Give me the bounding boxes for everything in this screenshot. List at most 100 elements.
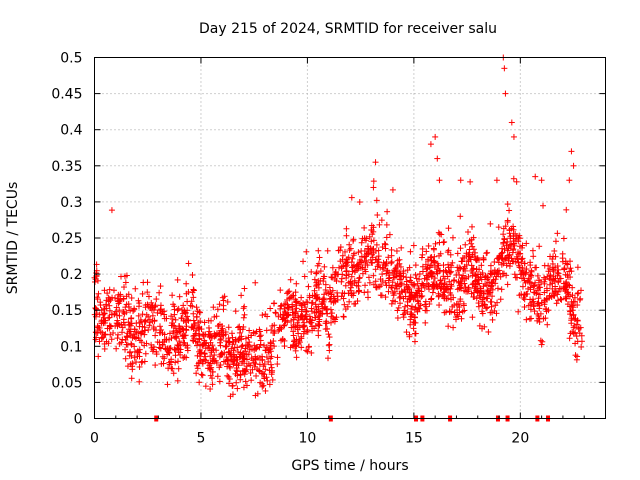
data-point [145,293,152,300]
data-point [156,344,163,351]
data-point [183,326,190,333]
data-point [485,279,492,286]
data-point [476,292,483,299]
data-point [414,287,421,294]
data-point [112,322,119,329]
data-point [504,252,511,259]
data-point [516,264,523,271]
data-point [150,324,157,331]
data-point [576,296,583,303]
data-point [97,302,104,309]
data-point [284,312,291,319]
data-point [419,292,426,299]
data-point [553,300,560,307]
data-point [224,372,231,379]
data-point [263,354,270,361]
data-point [311,287,318,294]
data-point [476,322,483,329]
data-point [410,242,417,249]
data-point [251,363,258,370]
data-point [506,226,513,233]
data-point [348,273,355,280]
data-point [414,308,421,315]
data-point [511,271,518,278]
data-point [303,307,310,314]
data-point [139,290,146,297]
data-point [423,266,430,273]
data-point [113,312,120,319]
data-point [308,268,315,275]
data-point [141,318,148,325]
data-point [446,309,453,316]
data-point [225,339,232,346]
data-point [279,336,286,343]
data-point [130,308,137,315]
data-point [171,311,178,318]
data-point [246,327,253,334]
data-point [474,289,481,296]
data-point [311,309,318,316]
data-point [201,351,208,358]
data-point [169,292,176,299]
data-point [509,258,516,265]
data-point [207,386,214,393]
data-point [504,281,511,288]
y-tick-label: 0 [74,412,83,428]
data-point [234,356,241,363]
data-point [461,307,468,314]
data-point [260,382,267,389]
data-point [510,133,517,140]
data-point [340,295,347,302]
data-point [205,331,212,338]
data-point [453,316,460,323]
data-point [521,260,528,267]
data-point [351,269,358,276]
data-point [519,283,526,290]
data-point [489,316,496,323]
data-point [172,347,179,354]
data-point [478,262,485,269]
data-point [369,260,376,267]
data-point [233,367,240,374]
data-point [298,335,305,342]
data-point [175,365,182,372]
data-point [370,245,377,252]
data-point [163,346,170,353]
data-point [209,381,216,388]
data-point [335,247,342,254]
data-point [228,330,235,337]
data-point [106,307,113,314]
data-point [552,283,559,290]
data-point [119,329,126,336]
data-point [533,290,540,297]
data-point [427,262,434,269]
data-point [220,306,227,313]
data-point [451,302,458,309]
data-point [471,293,478,300]
x-tick-label: 20 [511,431,529,447]
x-tick-label: 0 [90,431,99,447]
data-point [369,231,376,238]
data-point [458,315,465,322]
data-point [195,325,202,332]
data-point [500,231,507,238]
data-point [570,330,577,337]
data-point [256,328,263,335]
data-point [301,273,308,280]
data-point [414,297,421,304]
data-point [196,379,203,386]
data-point [129,366,136,373]
data-point [152,332,159,339]
data-point [501,236,508,243]
data-point [390,292,397,299]
data-point [343,225,350,232]
data-point [316,312,323,319]
data-point [361,289,368,296]
data-point [549,290,556,297]
data-point [346,247,353,254]
data-point [190,286,197,293]
data-point [457,265,464,272]
data-point [342,282,349,289]
data-point [252,356,259,363]
data-point [350,290,357,297]
